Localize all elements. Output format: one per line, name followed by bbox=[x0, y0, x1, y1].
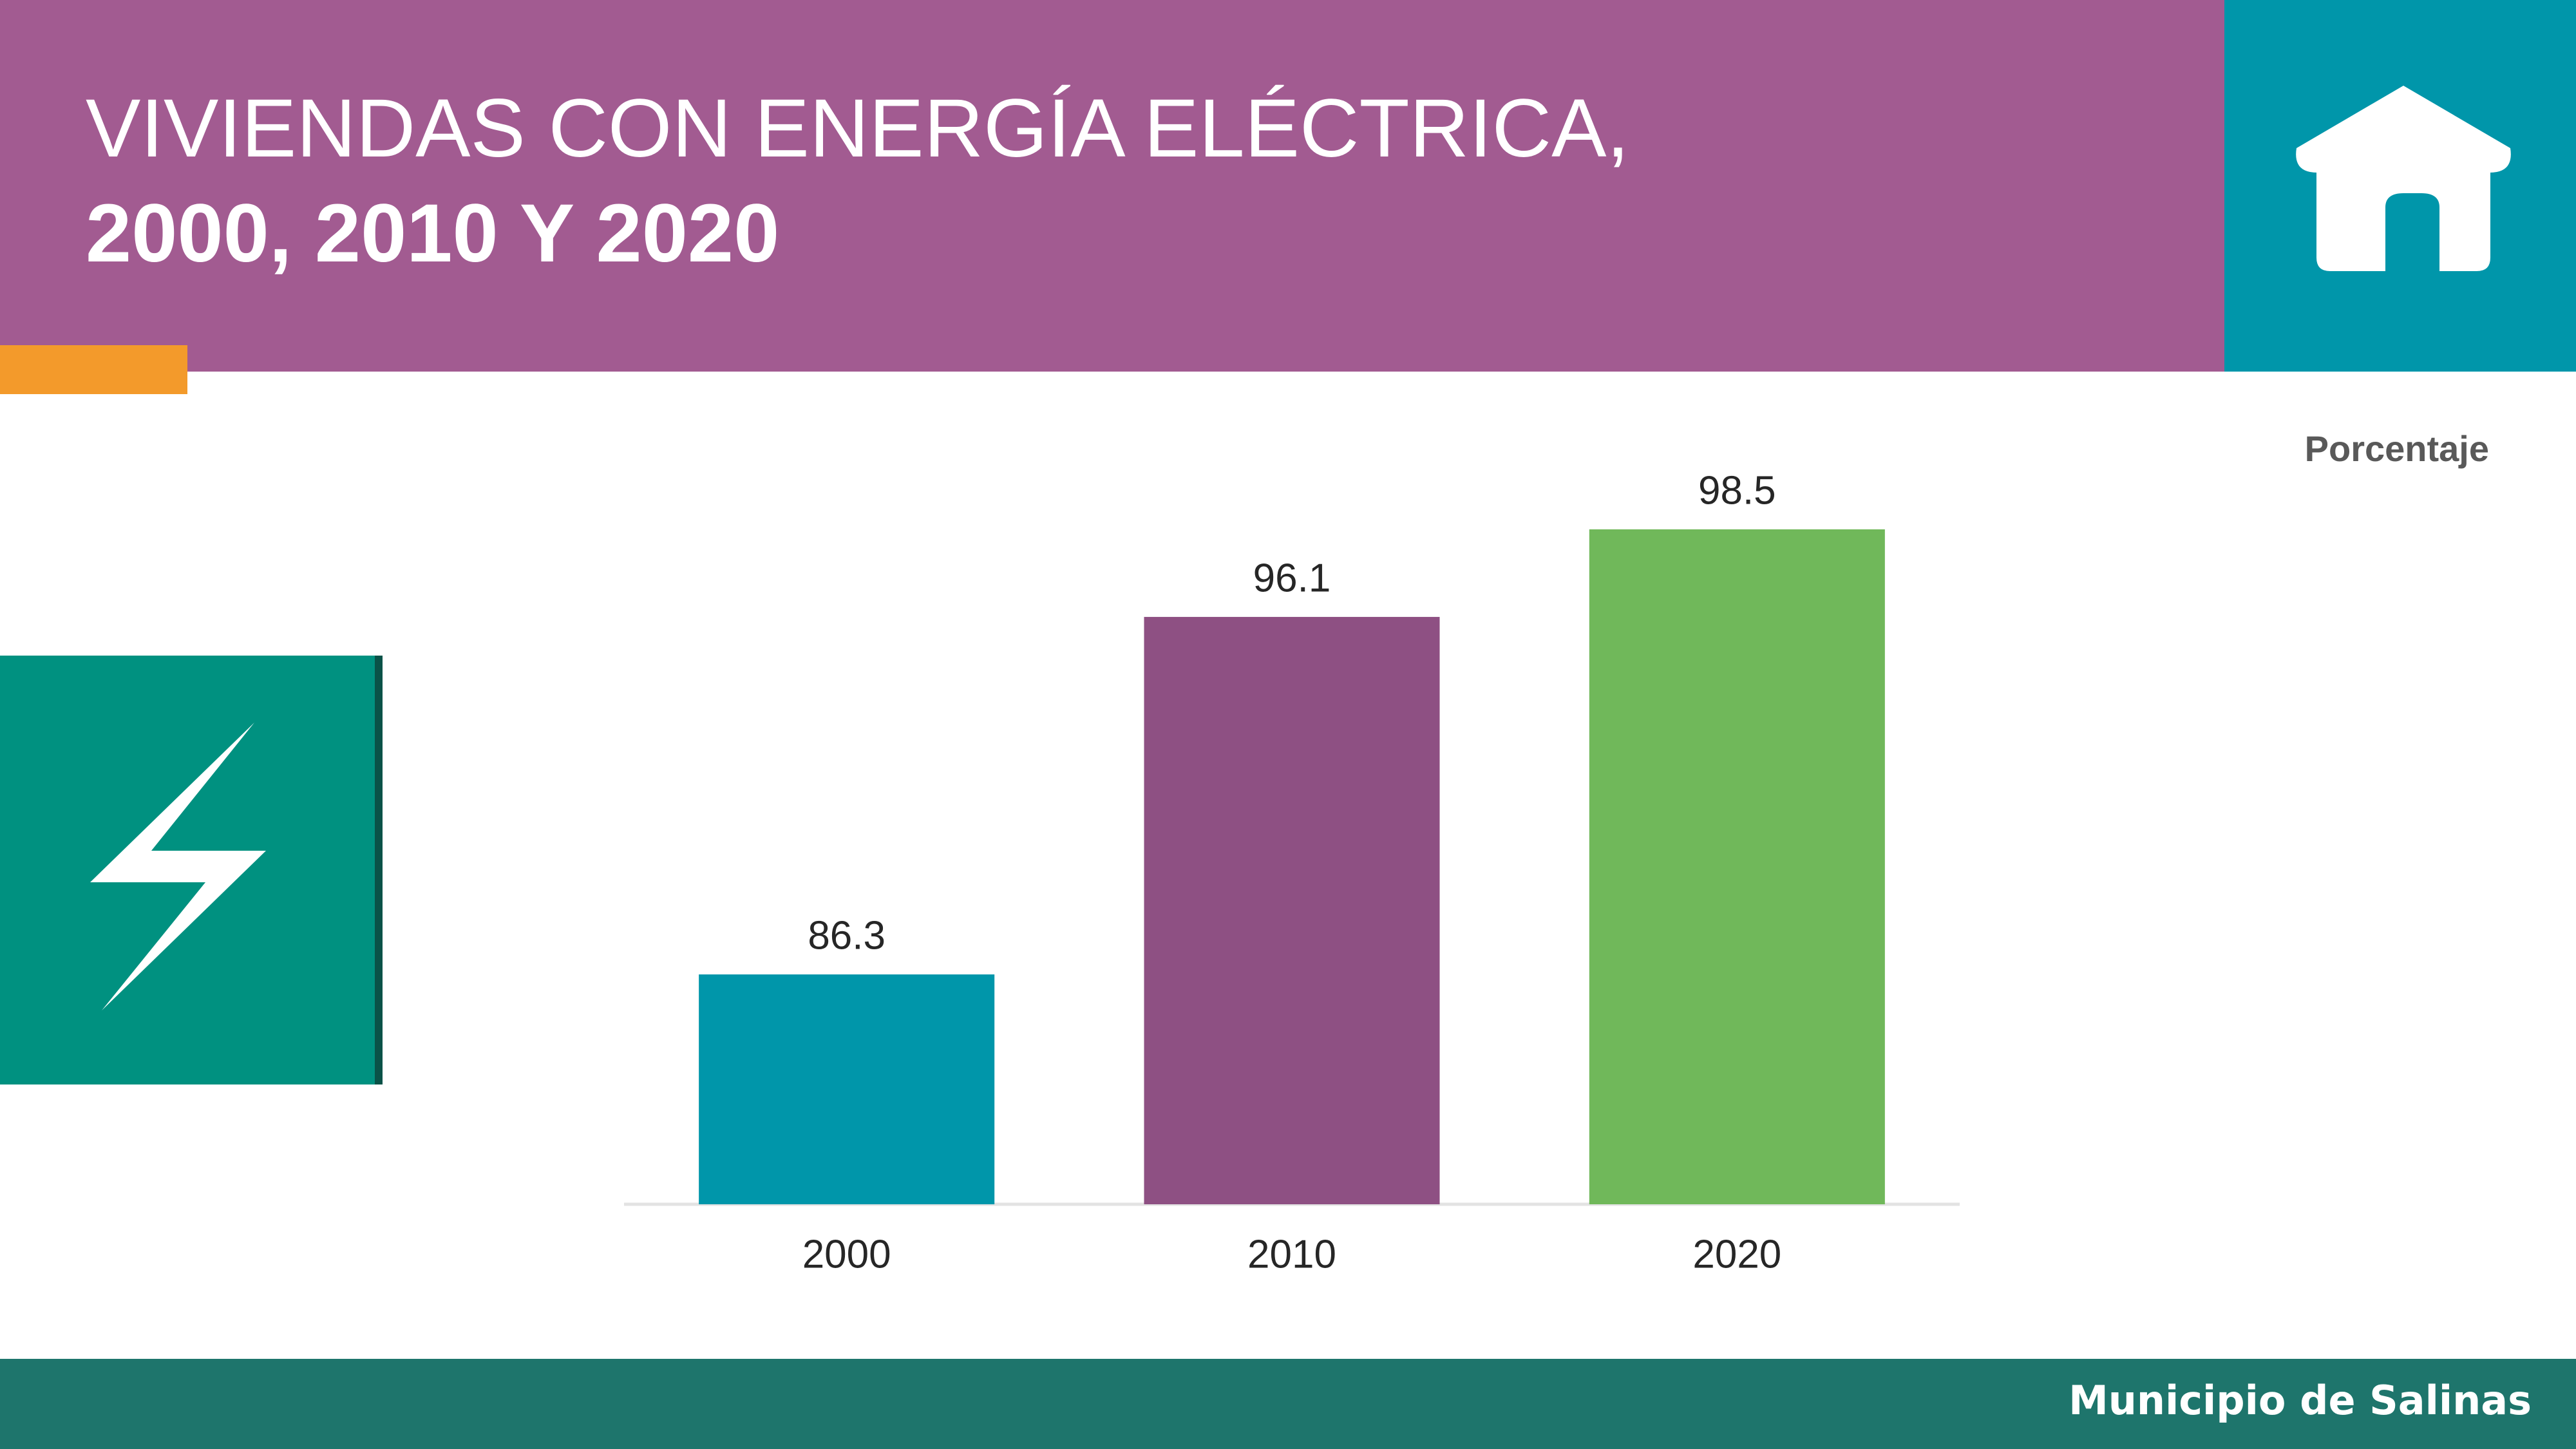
title-line-2: 2000, 2010 Y 2020 bbox=[86, 187, 779, 279]
value-label: 86.3 bbox=[808, 913, 886, 958]
bar bbox=[699, 974, 995, 1204]
lightning-icon bbox=[90, 723, 266, 1010]
plot: 2000 86.3 2010 96.1 2020 98.5 bbox=[699, 468, 1885, 1276]
value-label: 96.1 bbox=[1253, 556, 1331, 600]
x-tick-label: 2010 bbox=[1247, 1232, 1336, 1276]
bar bbox=[1144, 616, 1440, 1204]
x-tick-label: 2020 bbox=[1692, 1232, 1781, 1276]
footer-text: Municipio de Salinas bbox=[2069, 1377, 2532, 1424]
value-label: 98.5 bbox=[1698, 468, 1776, 513]
house-icon bbox=[2296, 86, 2511, 271]
title-line-1: VIVIENDAS CON ENERGÍA ELÉCTRICA, bbox=[86, 82, 1629, 175]
x-tick-label: 2000 bbox=[802, 1232, 891, 1276]
footer-band bbox=[0, 1359, 2576, 1449]
unit-label: Porcentaje bbox=[2305, 428, 2489, 469]
accent-bar bbox=[0, 345, 187, 394]
bar bbox=[1589, 529, 1885, 1204]
header-band bbox=[0, 0, 2224, 372]
